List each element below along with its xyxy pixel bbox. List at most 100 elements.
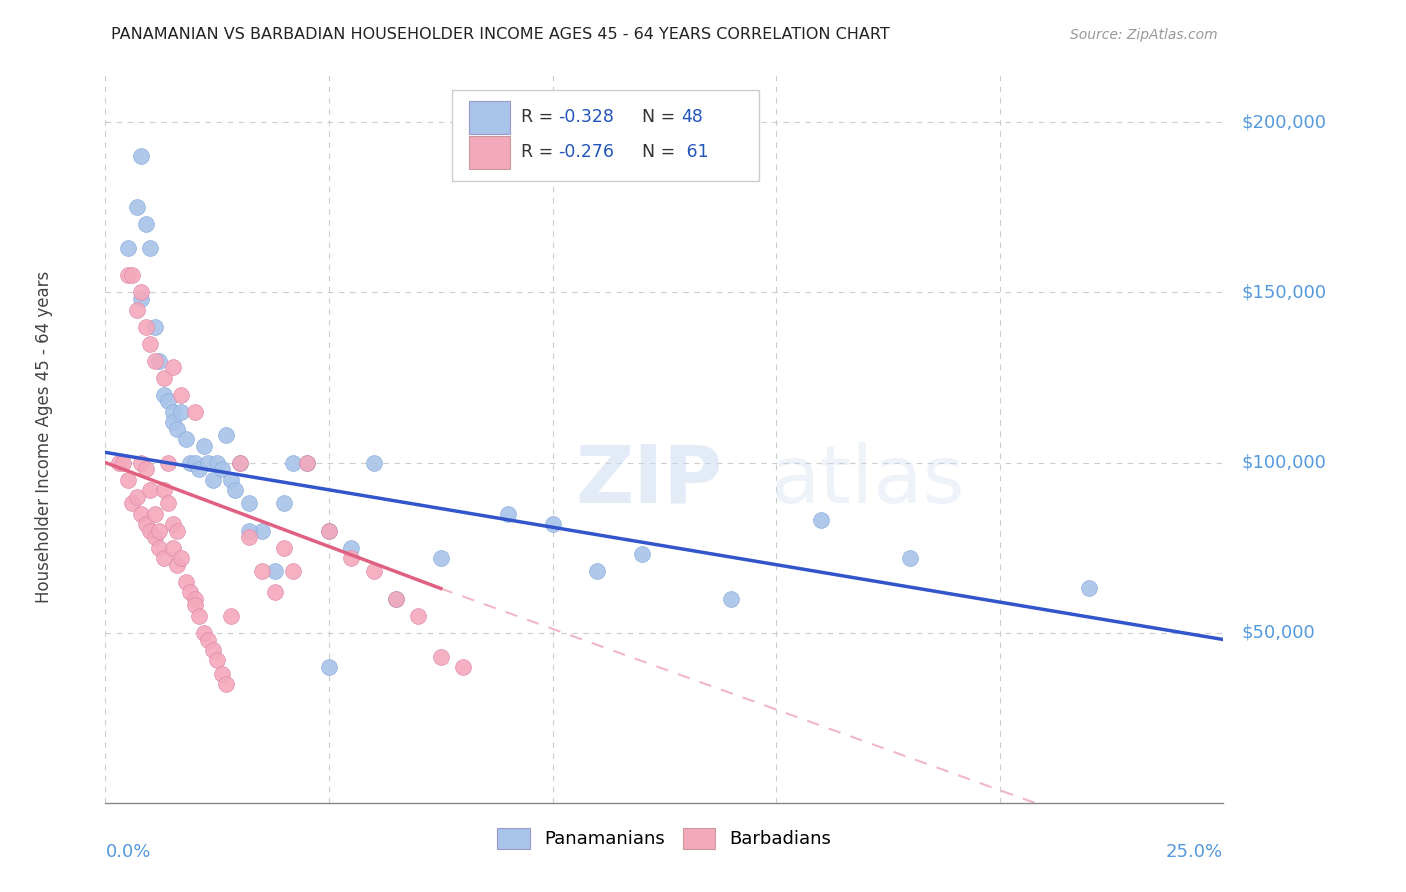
Point	[129, 456, 152, 470]
Legend: Panamanians, Barbadians: Panamanians, Barbadians	[489, 821, 839, 856]
Text: atlas: atlas	[770, 442, 965, 520]
Point	[197, 456, 219, 470]
FancyBboxPatch shape	[451, 90, 759, 181]
Point	[318, 524, 340, 538]
Text: R =: R =	[522, 143, 560, 161]
Point	[143, 531, 166, 545]
Point	[174, 432, 197, 446]
Point	[264, 585, 287, 599]
Text: $150,000: $150,000	[1241, 284, 1326, 301]
Point	[139, 524, 162, 538]
Point	[148, 541, 170, 555]
Point	[157, 394, 180, 409]
Point	[224, 483, 246, 497]
Text: ZIP: ZIP	[575, 442, 723, 520]
Point	[228, 456, 250, 470]
Point	[157, 496, 180, 510]
Text: Householder Income Ages 45 - 64 years: Householder Income Ages 45 - 64 years	[35, 271, 53, 603]
Point	[125, 490, 148, 504]
Point	[408, 608, 430, 623]
Point	[129, 149, 152, 163]
Point	[184, 591, 207, 606]
Point	[162, 404, 184, 418]
Point	[143, 353, 166, 368]
Point	[162, 415, 184, 429]
Point	[720, 591, 742, 606]
Point	[238, 496, 260, 510]
Point	[1078, 582, 1101, 596]
Point	[188, 462, 211, 476]
Point	[451, 659, 474, 673]
Point	[363, 456, 385, 470]
Text: Source: ZipAtlas.com: Source: ZipAtlas.com	[1070, 29, 1218, 42]
Point	[157, 456, 180, 470]
Point	[179, 456, 201, 470]
Point	[162, 360, 184, 375]
Point	[810, 513, 832, 527]
Point	[318, 659, 340, 673]
Text: 0.0%: 0.0%	[105, 843, 150, 861]
Text: N =: N =	[643, 143, 681, 161]
Point	[148, 524, 170, 538]
Point	[283, 456, 305, 470]
Point	[318, 524, 340, 538]
Point	[385, 591, 408, 606]
Point	[219, 608, 242, 623]
Point	[152, 370, 174, 384]
Point	[238, 531, 260, 545]
Point	[117, 241, 139, 255]
Text: 48: 48	[681, 108, 703, 126]
Point	[129, 293, 152, 307]
Point	[166, 558, 188, 572]
Point	[496, 507, 519, 521]
Text: R =: R =	[522, 108, 560, 126]
Point	[250, 524, 273, 538]
Point	[250, 565, 273, 579]
Text: N =: N =	[643, 108, 681, 126]
Point	[139, 483, 162, 497]
Point	[430, 550, 453, 565]
Point	[170, 550, 193, 565]
Point	[273, 541, 295, 555]
Text: $100,000: $100,000	[1241, 454, 1326, 472]
Point	[125, 201, 148, 215]
Point	[166, 524, 188, 538]
Point	[215, 677, 238, 691]
Point	[541, 516, 564, 531]
Point	[125, 302, 148, 317]
Point	[228, 456, 250, 470]
Point	[117, 268, 139, 283]
Point	[143, 507, 166, 521]
Point	[188, 608, 211, 623]
Point	[193, 439, 215, 453]
Point	[238, 524, 260, 538]
Point	[112, 456, 135, 470]
Point	[162, 516, 184, 531]
Point	[129, 285, 152, 300]
Point	[197, 632, 219, 647]
Text: PANAMANIAN VS BARBADIAN HOUSEHOLDER INCOME AGES 45 - 64 YEARS CORRELATION CHART: PANAMANIAN VS BARBADIAN HOUSEHOLDER INCO…	[111, 27, 890, 42]
Point	[363, 565, 385, 579]
Point	[135, 319, 157, 334]
Point	[170, 404, 193, 418]
Text: 25.0%: 25.0%	[1166, 843, 1223, 861]
Point	[273, 496, 295, 510]
Point	[139, 336, 162, 351]
Point	[340, 550, 363, 565]
Point	[179, 585, 201, 599]
Point	[135, 218, 157, 232]
Point	[152, 550, 174, 565]
Text: -0.276: -0.276	[558, 143, 614, 161]
Point	[162, 541, 184, 555]
Point	[201, 642, 224, 657]
Point	[152, 387, 174, 401]
Point	[201, 473, 224, 487]
Point	[205, 456, 228, 470]
Point	[283, 565, 305, 579]
Point	[219, 473, 242, 487]
Point	[129, 507, 152, 521]
Point	[898, 550, 921, 565]
Point	[184, 599, 207, 613]
Point	[205, 653, 228, 667]
Point	[143, 319, 166, 334]
